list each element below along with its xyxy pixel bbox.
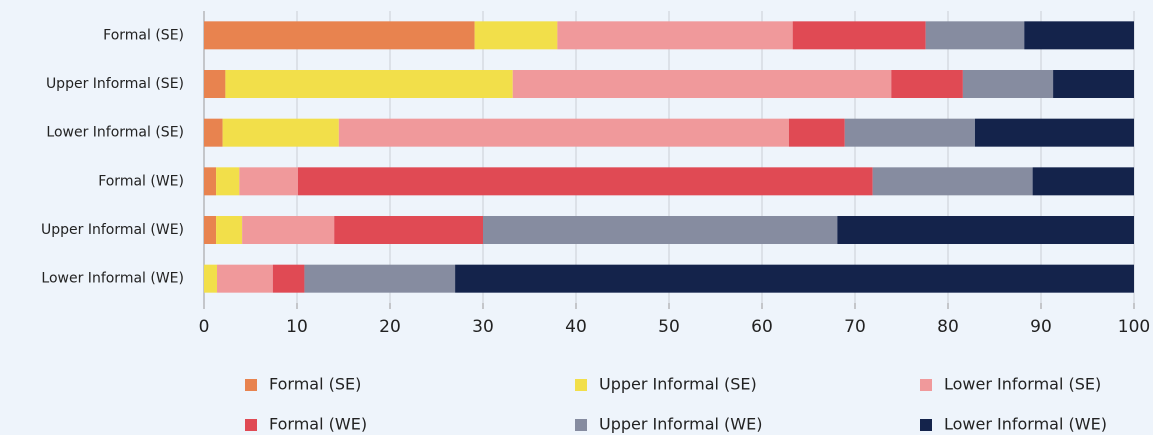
x-tick-label: 40 xyxy=(565,317,587,337)
bar-segment xyxy=(837,216,1134,244)
legend-label: Formal (SE) xyxy=(269,375,361,394)
bar-segment xyxy=(242,216,335,244)
legend-swatch xyxy=(575,379,587,391)
bar-segment xyxy=(239,167,298,196)
x-tick-label: 70 xyxy=(844,317,866,337)
bar-segment xyxy=(1024,21,1134,50)
bar-segment xyxy=(297,167,873,196)
x-tick-label: 0 xyxy=(199,317,210,337)
y-tick-label: Lower Informal (SE) xyxy=(46,125,184,141)
bar-segment xyxy=(204,216,217,244)
x-tick-label: 80 xyxy=(937,317,959,337)
legend-swatch xyxy=(920,419,932,431)
bar-segment xyxy=(222,118,339,147)
bar-segment xyxy=(204,118,223,147)
legend-label: Upper Informal (WE) xyxy=(599,415,762,434)
bar-segment xyxy=(1032,167,1134,196)
legend-swatch xyxy=(575,419,587,431)
bar-segment xyxy=(788,118,845,147)
bar-segment xyxy=(338,118,789,147)
y-tick-label: Lower Informal (WE) xyxy=(41,271,184,287)
legend-label: Upper Informal (SE) xyxy=(599,375,757,394)
bar-segment xyxy=(272,264,305,293)
x-tick-label: 10 xyxy=(286,317,308,337)
legend-label: Lower Informal (WE) xyxy=(944,415,1107,434)
bar-segment xyxy=(1053,70,1134,98)
y-tick-label: Upper Informal (SE) xyxy=(46,76,184,92)
bar-segment xyxy=(217,264,273,293)
bar-segment xyxy=(216,216,243,244)
bar-segment xyxy=(974,118,1134,147)
bar-segment xyxy=(474,21,558,50)
legend-label: Formal (WE) xyxy=(269,415,367,434)
bar-segment xyxy=(216,167,240,196)
bar-segment xyxy=(891,70,963,98)
legend-swatch xyxy=(245,419,257,431)
bar-segment xyxy=(483,216,838,244)
x-tick-label: 50 xyxy=(658,317,680,337)
y-tick-label: Upper Informal (WE) xyxy=(41,222,184,238)
bar-segment xyxy=(844,118,975,147)
y-tick-label: Formal (WE) xyxy=(98,173,184,189)
bar-segment xyxy=(334,216,483,244)
x-tick-label: 100 xyxy=(1118,317,1150,337)
legend-label: Lower Informal (SE) xyxy=(944,375,1101,394)
bar-segment xyxy=(557,21,793,50)
bar-segment xyxy=(512,70,892,98)
x-tick-label: 60 xyxy=(751,317,773,337)
bar-segment xyxy=(204,264,218,293)
bar-segment xyxy=(204,21,475,50)
x-tick-label: 30 xyxy=(472,317,494,337)
bar-segment xyxy=(872,167,1033,196)
bar-segment xyxy=(204,70,226,98)
bar-segment xyxy=(792,21,926,50)
y-tick-label: Formal (SE) xyxy=(103,27,184,43)
bar-segment xyxy=(225,70,513,98)
bar-segment xyxy=(925,21,1025,50)
x-tick-label: 20 xyxy=(379,317,401,337)
bar-segment xyxy=(204,167,217,196)
legend-swatch xyxy=(245,379,257,391)
bar-segment xyxy=(962,70,1054,98)
legend-swatch xyxy=(920,379,932,391)
bar-segment xyxy=(455,264,1135,293)
x-tick-label: 90 xyxy=(1030,317,1052,337)
bar-segment xyxy=(304,264,456,293)
